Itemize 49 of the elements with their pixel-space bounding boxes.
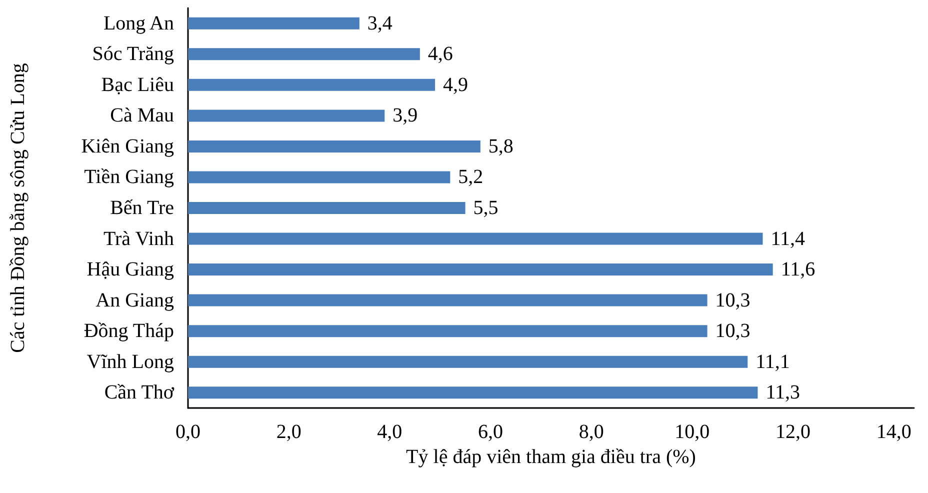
data-label: 3,4 — [367, 12, 392, 34]
y-tick-label: Cần Thơ — [104, 382, 174, 404]
bar — [188, 356, 748, 368]
x-axis-title: Tỷ lệ đáp viên tham gia điều tra (%) — [406, 446, 696, 468]
y-tick-label: Sóc Trăng — [92, 43, 174, 66]
x-tick-label: 2,0 — [276, 421, 302, 443]
bar — [188, 325, 708, 338]
data-label: 11,6 — [780, 258, 816, 281]
bar — [188, 140, 480, 152]
bar — [188, 48, 420, 60]
data-label: 11,1 — [756, 350, 790, 373]
y-tick-label: Long An — [103, 12, 174, 34]
data-label: 5,2 — [458, 166, 484, 188]
x-tick-label: 8,0 — [578, 421, 604, 443]
bar — [188, 171, 450, 184]
data-label: 3,9 — [392, 104, 418, 127]
data-label: 10,3 — [715, 320, 750, 342]
data-label: 11,4 — [770, 228, 806, 250]
x-tick-label: 12,0 — [776, 421, 810, 443]
y-tick-label: Tiền Giang — [84, 166, 174, 188]
data-label: 4,9 — [443, 74, 468, 96]
bar — [188, 17, 360, 30]
y-tick-label: An Giang — [96, 289, 174, 312]
y-tick-label: Hậu Giang — [86, 258, 174, 281]
y-axis-title: Các tỉnh Đồng bằng sông Cửu Long — [7, 63, 29, 353]
y-tick-label: Bến Tre — [110, 197, 174, 219]
y-tick-label: Đồng Tháp — [84, 320, 174, 342]
bar — [188, 264, 773, 276]
data-label: 5,8 — [488, 135, 514, 158]
x-tick-label: 6,0 — [478, 421, 503, 443]
data-label: 5,5 — [473, 197, 498, 219]
bar — [188, 110, 385, 122]
data-label: 4,6 — [428, 43, 453, 66]
y-tick-label: Kiên Giang — [81, 135, 174, 158]
y-tick-label: Cà Mau — [110, 104, 174, 127]
y-tick-label: Vĩnh Long — [86, 350, 174, 373]
y-tick-label: Trà Vinh — [104, 228, 174, 250]
bar — [188, 294, 708, 306]
x-tick-label: 0,0 — [176, 421, 200, 443]
x-tick-label: 10,0 — [674, 421, 710, 443]
bar — [188, 202, 466, 214]
x-tick-label: 14,0 — [876, 421, 912, 443]
bar — [188, 78, 436, 91]
bar — [188, 386, 758, 399]
data-label: 11,3 — [766, 382, 800, 404]
x-tick-label: 4,0 — [377, 421, 402, 443]
data-label: 10,3 — [715, 289, 750, 312]
bar — [188, 232, 763, 245]
y-tick-label: Bạc Liêu — [101, 74, 174, 96]
